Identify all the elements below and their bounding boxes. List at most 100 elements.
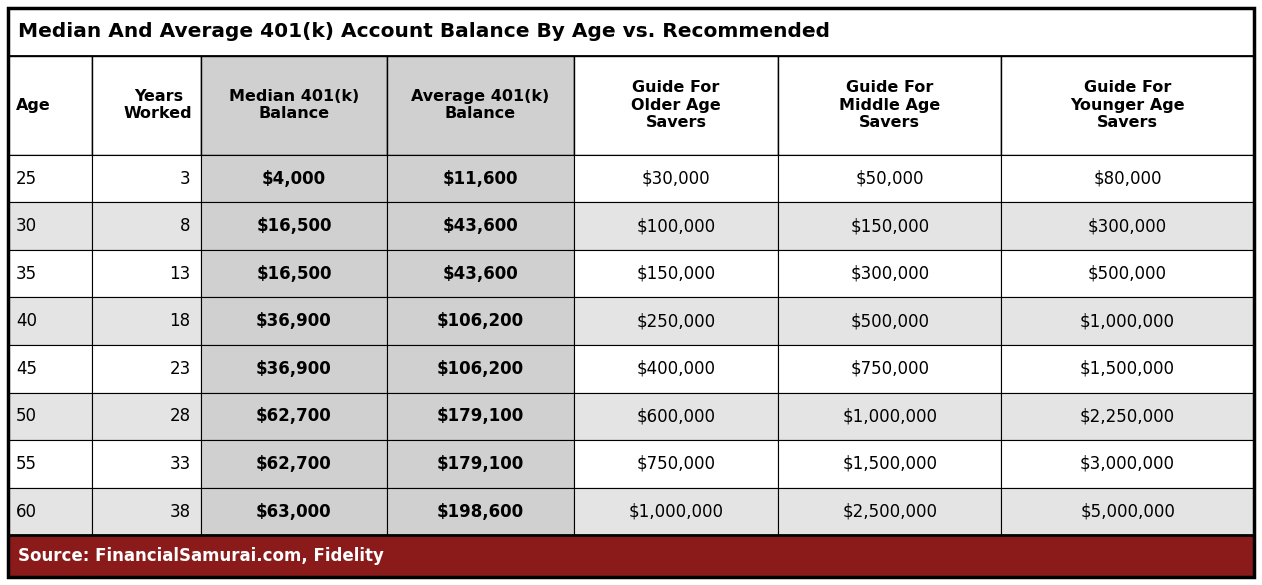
Bar [779, 488, 1001, 535]
Bar [574, 393, 779, 440]
Bar [201, 202, 387, 250]
Text: $36,900: $36,900 [256, 312, 332, 331]
Bar [201, 154, 387, 202]
Bar [201, 345, 387, 393]
Bar [8, 56, 92, 154]
Text: Median And Average 401(k) Account Balance By Age vs. Recommended: Median And Average 401(k) Account Balanc… [18, 22, 830, 42]
Text: $2,500,000: $2,500,000 [842, 503, 938, 521]
Text: Age: Age [16, 98, 50, 113]
Bar [92, 202, 201, 250]
Bar [201, 393, 387, 440]
Text: $11,600: $11,600 [443, 170, 519, 188]
Text: 28: 28 [169, 407, 191, 425]
Text: 33: 33 [169, 455, 191, 473]
Text: Average 401(k)
Balance: Average 401(k) Balance [411, 89, 550, 121]
Text: $1,000,000: $1,000,000 [1080, 312, 1175, 331]
Text: $400,000: $400,000 [636, 360, 716, 378]
Bar [574, 345, 779, 393]
Text: $50,000: $50,000 [856, 170, 924, 188]
Bar [8, 8, 1254, 56]
Text: 55: 55 [16, 455, 37, 473]
Bar [8, 440, 92, 488]
Bar [387, 202, 574, 250]
Text: 30: 30 [16, 217, 37, 235]
Bar [387, 488, 574, 535]
Bar [779, 393, 1001, 440]
Text: $1,500,000: $1,500,000 [1080, 360, 1175, 378]
Text: $1,500,000: $1,500,000 [842, 455, 938, 473]
Bar [92, 56, 201, 154]
Bar [574, 297, 779, 345]
Bar [387, 440, 574, 488]
Text: Source: FinancialSamurai.com, Fidelity: Source: FinancialSamurai.com, Fidelity [18, 547, 384, 565]
Bar [574, 154, 779, 202]
Bar [92, 393, 201, 440]
Bar [779, 202, 1001, 250]
Text: Guide For
Middle Age
Savers: Guide For Middle Age Savers [839, 80, 940, 130]
Text: $62,700: $62,700 [256, 407, 332, 425]
Text: 50: 50 [16, 407, 37, 425]
Bar [1001, 297, 1254, 345]
Text: $750,000: $750,000 [636, 455, 716, 473]
Bar [1001, 202, 1254, 250]
Text: $43,600: $43,600 [443, 217, 519, 235]
Bar [574, 440, 779, 488]
Text: $63,000: $63,000 [256, 503, 332, 521]
Bar [92, 297, 201, 345]
Text: $16,500: $16,500 [256, 264, 332, 283]
Text: $179,100: $179,100 [437, 455, 524, 473]
Bar [1001, 488, 1254, 535]
Bar [8, 393, 92, 440]
Text: Years
Worked: Years Worked [124, 89, 193, 121]
Text: $30,000: $30,000 [642, 170, 711, 188]
Bar [1001, 393, 1254, 440]
Text: 18: 18 [169, 312, 191, 331]
Bar [387, 345, 574, 393]
Text: $5,000,000: $5,000,000 [1080, 503, 1175, 521]
Bar [387, 250, 574, 297]
Text: 45: 45 [16, 360, 37, 378]
Text: 40: 40 [16, 312, 37, 331]
Text: 38: 38 [169, 503, 191, 521]
Text: 8: 8 [180, 217, 191, 235]
Bar [8, 488, 92, 535]
Bar [1001, 440, 1254, 488]
Text: $500,000: $500,000 [851, 312, 929, 331]
Text: $179,100: $179,100 [437, 407, 524, 425]
Text: $1,000,000: $1,000,000 [628, 503, 723, 521]
Bar [8, 297, 92, 345]
Bar [92, 345, 201, 393]
Bar [387, 297, 574, 345]
Bar [387, 56, 574, 154]
Bar [201, 297, 387, 345]
Text: 25: 25 [16, 170, 37, 188]
Text: $198,600: $198,600 [437, 503, 524, 521]
Text: $600,000: $600,000 [636, 407, 716, 425]
Bar [574, 202, 779, 250]
Text: Median 401(k)
Balance: Median 401(k) Balance [228, 89, 360, 121]
Bar [387, 154, 574, 202]
Text: $150,000: $150,000 [636, 264, 716, 283]
Bar [8, 202, 92, 250]
Text: Guide For
Younger Age
Savers: Guide For Younger Age Savers [1070, 80, 1185, 130]
Text: $500,000: $500,000 [1088, 264, 1167, 283]
Text: Guide For
Older Age
Savers: Guide For Older Age Savers [631, 80, 721, 130]
Bar [779, 297, 1001, 345]
Bar [92, 154, 201, 202]
Bar [92, 488, 201, 535]
Text: $300,000: $300,000 [1088, 217, 1167, 235]
Bar [1001, 56, 1254, 154]
Bar [779, 440, 1001, 488]
Text: 13: 13 [169, 264, 191, 283]
Bar [92, 440, 201, 488]
Bar [1001, 154, 1254, 202]
Bar [387, 393, 574, 440]
Bar [574, 56, 779, 154]
Bar [574, 250, 779, 297]
Text: $150,000: $150,000 [851, 217, 929, 235]
Bar [201, 250, 387, 297]
Text: 23: 23 [169, 360, 191, 378]
Text: $100,000: $100,000 [636, 217, 716, 235]
Text: $43,600: $43,600 [443, 264, 519, 283]
Bar [92, 250, 201, 297]
